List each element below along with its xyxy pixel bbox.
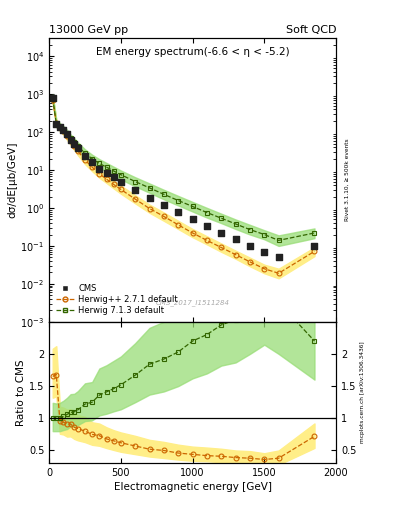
Point xyxy=(161,201,167,209)
Point xyxy=(71,140,77,148)
Text: EM energy spectrum(-6.6 < η < -5.2): EM energy spectrum(-6.6 < η < -5.2) xyxy=(96,47,289,57)
Point xyxy=(118,178,124,186)
Point xyxy=(53,119,59,127)
Text: CMS_2017_I1511284: CMS_2017_I1511284 xyxy=(156,300,230,306)
Point xyxy=(96,164,103,173)
Point xyxy=(50,94,56,102)
Point xyxy=(218,229,224,237)
Point xyxy=(89,158,95,166)
Point xyxy=(75,144,81,152)
Text: 13000 GeV pp: 13000 GeV pp xyxy=(49,25,128,35)
Point xyxy=(57,123,63,131)
Point xyxy=(61,126,67,134)
Y-axis label: mcplots.cern.ch [arXiv:1306.3436]: mcplots.cern.ch [arXiv:1306.3436] xyxy=(360,342,365,443)
Point xyxy=(233,235,239,243)
Point xyxy=(247,242,253,250)
Legend: CMS, Herwig++ 2.7.1 default, Herwig 7.1.3 default: CMS, Herwig++ 2.7.1 default, Herwig 7.1.… xyxy=(53,282,180,317)
Point xyxy=(82,153,88,161)
X-axis label: Electromagnetic energy [GeV]: Electromagnetic energy [GeV] xyxy=(114,482,272,493)
Point xyxy=(146,194,152,202)
Point xyxy=(204,222,210,230)
Point xyxy=(132,186,138,194)
Point xyxy=(103,169,110,177)
Text: Soft QCD: Soft QCD xyxy=(286,25,336,35)
Point xyxy=(175,208,182,216)
Point xyxy=(275,253,282,262)
Point xyxy=(311,242,318,250)
Point xyxy=(110,173,117,181)
Point xyxy=(64,130,70,138)
Y-axis label: Ratio to CMS: Ratio to CMS xyxy=(16,359,26,426)
Y-axis label: dσ/dE[μb/GeV]: dσ/dE[μb/GeV] xyxy=(7,142,18,218)
Point xyxy=(261,248,268,256)
Point xyxy=(68,136,74,144)
Y-axis label: Rivet 3.1.10, ≥ 500k events: Rivet 3.1.10, ≥ 500k events xyxy=(345,139,350,221)
Point xyxy=(189,216,196,224)
